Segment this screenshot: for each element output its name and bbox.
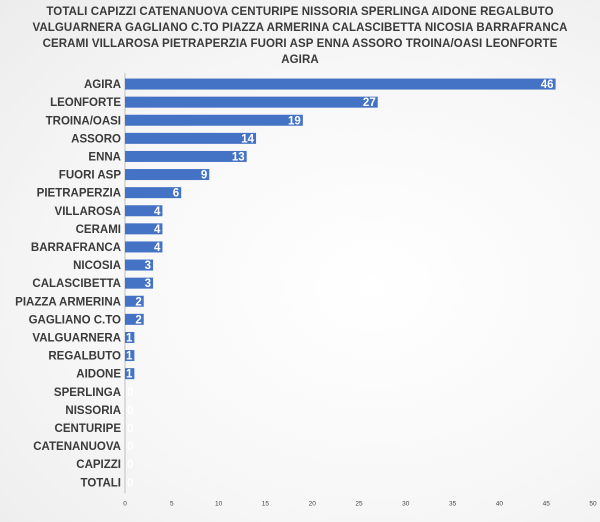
- bar: [125, 277, 154, 289]
- x-tick-label: 5: [170, 500, 174, 507]
- category-label: TROINA/OASI: [46, 115, 121, 127]
- x-tick-label: 50: [589, 500, 597, 507]
- bar: [125, 313, 144, 325]
- x-tick-label: 20: [309, 500, 317, 507]
- category-label: GAGLIANO C.TO: [29, 314, 121, 326]
- category-label: PIAZZA ARMERINA: [15, 296, 121, 308]
- x-tick-label: 40: [496, 500, 504, 507]
- category-label: VALGUARNERA: [32, 332, 121, 344]
- data-label: 2: [135, 314, 141, 326]
- bar: [125, 205, 163, 217]
- category-label: FUORI ASP: [59, 170, 122, 182]
- x-tick-label: 35: [449, 500, 457, 507]
- chart-title-line: CERAMI VILLAROSA PIETRAPERZIA FUORI ASP …: [42, 38, 558, 50]
- data-label: 0: [127, 459, 133, 471]
- bar: [125, 78, 556, 90]
- bar: [125, 114, 303, 126]
- category-label: TOTALI: [81, 477, 121, 489]
- category-label: CENTURIPE: [55, 423, 122, 435]
- data-label: 0: [127, 405, 133, 417]
- data-label: 9: [201, 170, 207, 182]
- category-label: NICOSIA: [73, 260, 121, 272]
- data-label: 1: [126, 351, 133, 363]
- data-label: 4: [154, 206, 161, 218]
- category-label: BARRAFRANCA: [31, 242, 121, 254]
- bar: [125, 295, 144, 307]
- data-label: 19: [288, 115, 301, 127]
- x-tick-label: 45: [543, 500, 551, 507]
- data-label: 4: [154, 242, 161, 254]
- bar: [125, 223, 163, 235]
- data-label: 4: [154, 224, 161, 236]
- bar: [125, 331, 135, 343]
- category-label: AGIRA: [84, 79, 121, 91]
- x-tick-label: 15: [262, 500, 270, 507]
- category-label: VILLAROSA: [55, 206, 121, 218]
- category-label: ASSORO: [71, 133, 121, 145]
- x-tick-label: 30: [402, 500, 410, 507]
- category-label: CERAMI: [76, 224, 121, 236]
- data-label: 0: [127, 477, 133, 489]
- bar: [125, 169, 210, 181]
- chart-title-line: AGIRA: [281, 54, 319, 66]
- x-tick-label: 25: [355, 500, 363, 507]
- bar: [125, 241, 163, 253]
- bar: [125, 132, 257, 144]
- data-label: 6: [173, 188, 179, 200]
- chart-title: TOTALI CAPIZZI CATENANUOVA CENTURIPE NIS…: [0, 4, 600, 68]
- x-tick-label: 10: [215, 500, 223, 507]
- bar: [125, 96, 378, 108]
- category-label: CAPIZZI: [76, 459, 121, 471]
- bar: [125, 368, 135, 380]
- data-label: 27: [363, 97, 376, 109]
- bar: [125, 350, 135, 362]
- category-label: LEONFORTE: [50, 97, 121, 109]
- bar: [125, 187, 182, 199]
- category-label: NISSORIA: [65, 405, 121, 417]
- bar: [125, 150, 247, 162]
- category-label: REGALBUTO: [48, 351, 121, 363]
- data-label: 1: [126, 369, 133, 381]
- category-label: ENNA: [88, 151, 121, 163]
- data-label: 3: [145, 278, 151, 290]
- data-label: 14: [241, 133, 254, 145]
- category-label: PIETRAPERZIA: [37, 188, 121, 200]
- category-label: AIDONE: [76, 369, 121, 381]
- chart-title-line: VALGUARNERA GAGLIANO C.TO PIAZZA ARMERIN…: [32, 22, 568, 34]
- data-label: 2: [135, 296, 141, 308]
- chart-title-line: TOTALI CAPIZZI CATENANUOVA CENTURIPE NIS…: [46, 6, 554, 18]
- data-label: 0: [127, 387, 133, 399]
- data-label: 3: [145, 260, 151, 272]
- x-tick-label: 0: [123, 500, 127, 507]
- data-label: 46: [541, 79, 554, 91]
- category-label: SPERLINGA: [54, 387, 121, 399]
- data-label: 1: [126, 332, 133, 344]
- category-label: CATENANUOVA: [33, 441, 121, 453]
- category-label: CALASCIBETTA: [32, 278, 121, 290]
- data-label: 13: [232, 151, 245, 163]
- data-label: 0: [127, 441, 133, 453]
- bar: [125, 259, 154, 271]
- data-label: 0: [127, 423, 133, 435]
